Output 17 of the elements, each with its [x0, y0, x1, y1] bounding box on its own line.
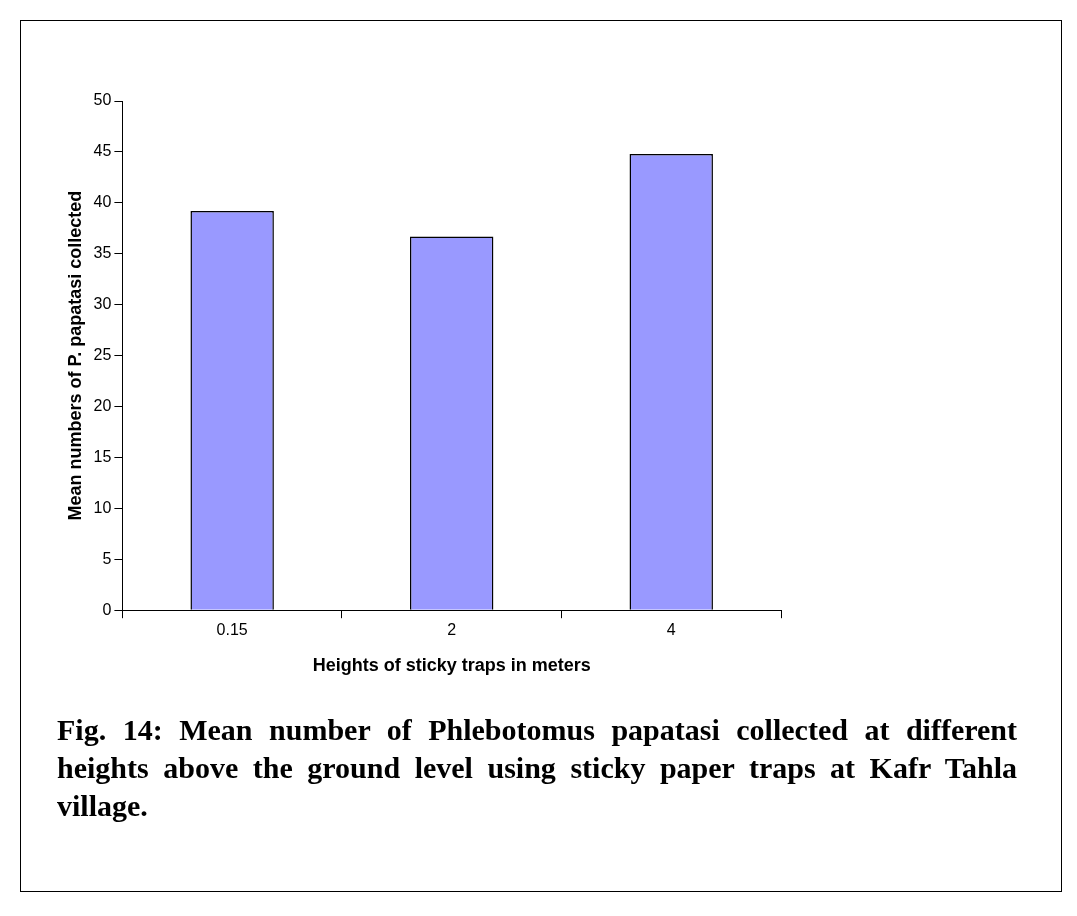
y-axis-title: Mean numbers of P. papatasi collected [64, 190, 85, 521]
y-tick-label: 40 [93, 193, 112, 211]
y-tick-label: 45 [93, 142, 112, 160]
y-tick-label: 10 [93, 498, 112, 516]
x-tick-label: 2 [447, 621, 457, 639]
y-tick-label: 35 [93, 244, 112, 262]
y-tick-label: 30 [93, 295, 112, 313]
x-tick-label: 0.15 [216, 621, 248, 639]
y-tick-label: 15 [93, 447, 112, 465]
y-tick-label: 50 [93, 91, 112, 109]
y-tick-label: 25 [93, 346, 112, 364]
caption: Fig. 14: Mean number of Phlebotomus papatasi collected at different heights above the ground level using sticky paper traps at Kafr Tahla village. [57, 712, 1017, 824]
y-tick-label: 20 [93, 396, 112, 414]
x-tick-label: 4 [666, 621, 676, 639]
y-tick-label: 0 [102, 600, 112, 618]
x-axis-title: Heights of sticky traps in meters [312, 655, 591, 676]
y-tick-label: 5 [102, 549, 112, 567]
